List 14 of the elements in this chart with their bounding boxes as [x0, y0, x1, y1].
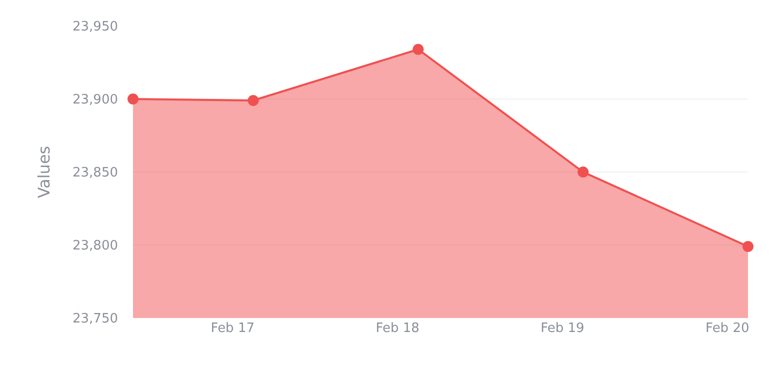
point [412, 44, 424, 55]
y-tick-label: 23,750 [72, 312, 118, 327]
x-tick-label: Feb 17 [210, 321, 254, 336]
x-tick-label: Feb 20 [706, 321, 750, 336]
point [578, 166, 589, 178]
y-axis-title: Values [34, 146, 54, 198]
y-tick-label: 23,950 [72, 20, 118, 35]
x-tick-label: Feb 18 [376, 321, 420, 336]
y-tick-label: 23,800 [72, 238, 118, 254]
y-tick-label: 23,900 [72, 92, 118, 108]
x-tick-label: Feb 19 [540, 321, 584, 336]
y-tick-label: 23,850 [72, 166, 118, 181]
point [742, 240, 754, 252]
point [248, 94, 259, 106]
